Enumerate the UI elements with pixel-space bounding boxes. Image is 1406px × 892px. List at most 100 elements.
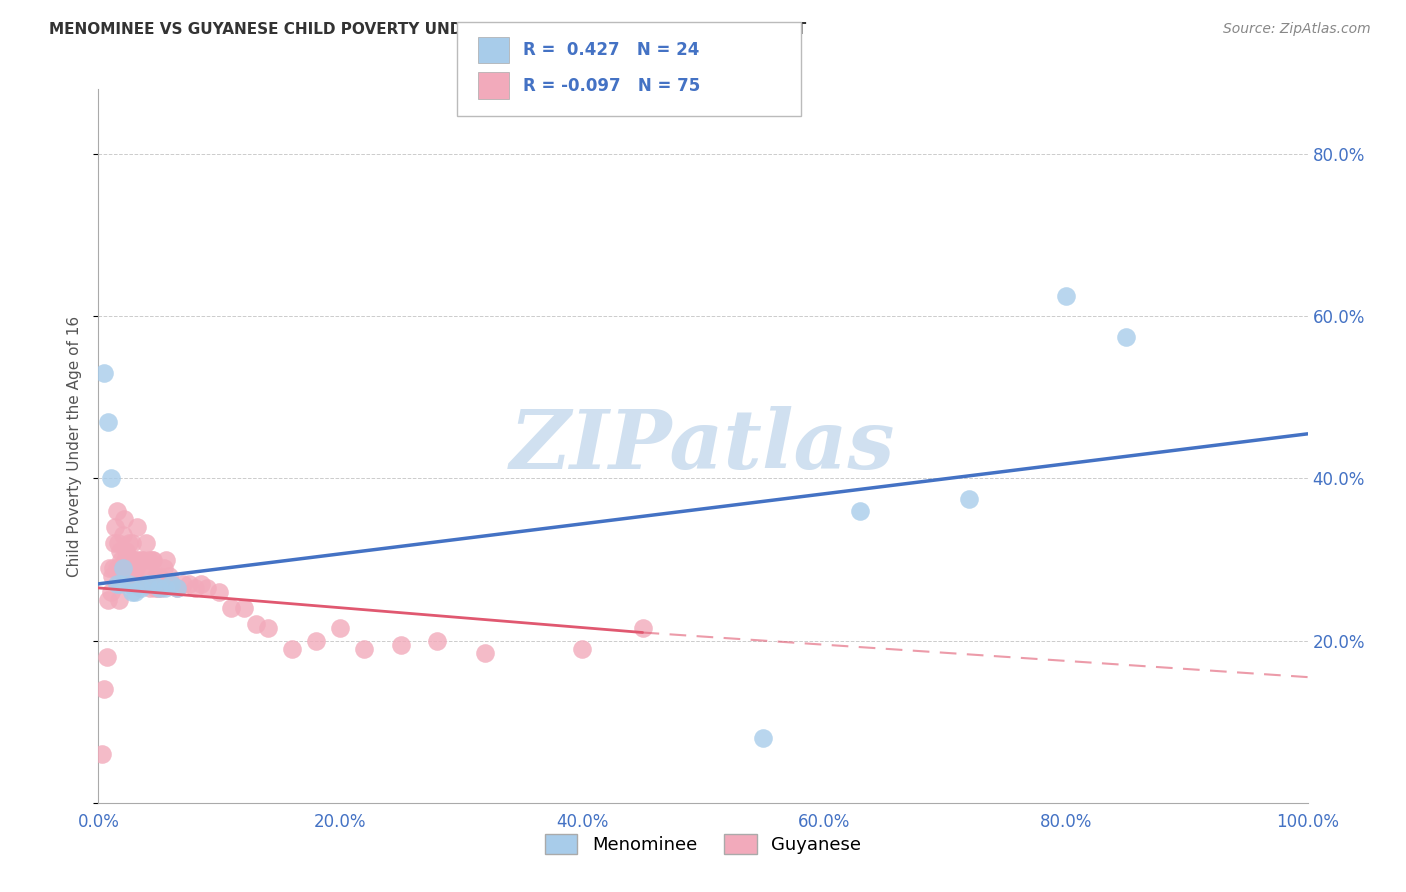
- Point: [353, 641, 375, 656]
- Point: [571, 641, 593, 656]
- Legend: Menominee, Guyanese: Menominee, Guyanese: [546, 834, 860, 855]
- Point: [135, 577, 157, 591]
- Point: [108, 577, 131, 591]
- Point: [100, 585, 122, 599]
- Point: [145, 568, 167, 582]
- Point: [105, 504, 128, 518]
- Point: [143, 577, 166, 591]
- Point: [104, 520, 127, 534]
- Point: [122, 577, 145, 591]
- Point: [93, 366, 115, 380]
- Point: [474, 646, 496, 660]
- Point: [389, 638, 412, 652]
- Text: MENOMINEE VS GUYANESE CHILD POVERTY UNDER THE AGE OF 16 CORRELATION CHART: MENOMINEE VS GUYANESE CHILD POVERTY UNDE…: [49, 22, 807, 37]
- Point: [142, 552, 165, 566]
- Point: [96, 649, 118, 664]
- Point: [166, 581, 188, 595]
- Point: [101, 560, 124, 574]
- Point: [150, 581, 173, 595]
- Point: [118, 568, 141, 582]
- Point: [139, 581, 162, 595]
- Point: [849, 504, 872, 518]
- Text: R =  0.427   N = 24: R = 0.427 N = 24: [523, 41, 699, 59]
- Point: [127, 520, 149, 534]
- Text: R = -0.097   N = 75: R = -0.097 N = 75: [523, 77, 700, 95]
- Y-axis label: Child Poverty Under the Age of 16: Child Poverty Under the Age of 16: [67, 316, 83, 576]
- Point: [124, 585, 146, 599]
- Point: [97, 593, 120, 607]
- Point: [146, 581, 169, 595]
- Point: [121, 536, 143, 550]
- Point: [329, 622, 352, 636]
- Point: [107, 536, 129, 550]
- Point: [97, 415, 120, 429]
- Point: [305, 633, 328, 648]
- Point: [100, 471, 122, 485]
- Point: [136, 577, 159, 591]
- Point: [208, 585, 231, 599]
- Point: [120, 560, 142, 574]
- Point: [245, 617, 267, 632]
- Point: [127, 552, 149, 566]
- Point: [105, 577, 128, 591]
- Point: [195, 581, 218, 595]
- Point: [142, 577, 165, 591]
- Point: [111, 528, 134, 542]
- Point: [1054, 289, 1077, 303]
- Text: ZIPatlas: ZIPatlas: [510, 406, 896, 486]
- Point: [752, 731, 775, 745]
- Point: [281, 641, 304, 656]
- Point: [148, 581, 170, 595]
- Point: [221, 601, 243, 615]
- Point: [141, 552, 163, 566]
- Point: [100, 568, 122, 582]
- Point: [160, 577, 183, 591]
- Point: [125, 560, 148, 574]
- Point: [134, 560, 156, 574]
- Point: [1115, 329, 1137, 343]
- Point: [132, 552, 155, 566]
- Point: [172, 577, 194, 591]
- Point: [105, 560, 128, 574]
- Point: [121, 585, 143, 599]
- Point: [179, 577, 201, 591]
- Text: Source: ZipAtlas.com: Source: ZipAtlas.com: [1223, 22, 1371, 37]
- Point: [121, 552, 143, 566]
- Point: [118, 536, 141, 550]
- Point: [129, 581, 152, 595]
- Point: [103, 536, 125, 550]
- Point: [128, 577, 150, 591]
- Point: [157, 568, 180, 582]
- Point: [957, 491, 980, 506]
- Point: [166, 581, 188, 595]
- Point: [108, 568, 131, 582]
- Point: [108, 544, 131, 558]
- Point: [93, 682, 115, 697]
- Point: [138, 552, 160, 566]
- Point: [111, 560, 134, 574]
- Point: [117, 560, 139, 574]
- Point: [115, 544, 138, 558]
- Point: [112, 512, 135, 526]
- Point: [184, 581, 207, 595]
- Point: [256, 622, 278, 636]
- Point: [153, 581, 176, 595]
- Point: [135, 568, 157, 582]
- Point: [124, 552, 146, 566]
- Point: [129, 552, 152, 566]
- Point: [114, 552, 136, 566]
- Point: [118, 577, 141, 591]
- Point: [143, 581, 166, 595]
- Point: [110, 552, 132, 566]
- Point: [111, 568, 134, 582]
- Point: [152, 560, 174, 574]
- Point: [160, 577, 183, 591]
- Point: [631, 622, 654, 636]
- Point: [108, 593, 131, 607]
- Point: [98, 560, 121, 574]
- Point: [131, 577, 153, 591]
- Point: [91, 747, 114, 761]
- Point: [148, 568, 170, 582]
- Point: [190, 577, 212, 591]
- Point: [135, 536, 157, 550]
